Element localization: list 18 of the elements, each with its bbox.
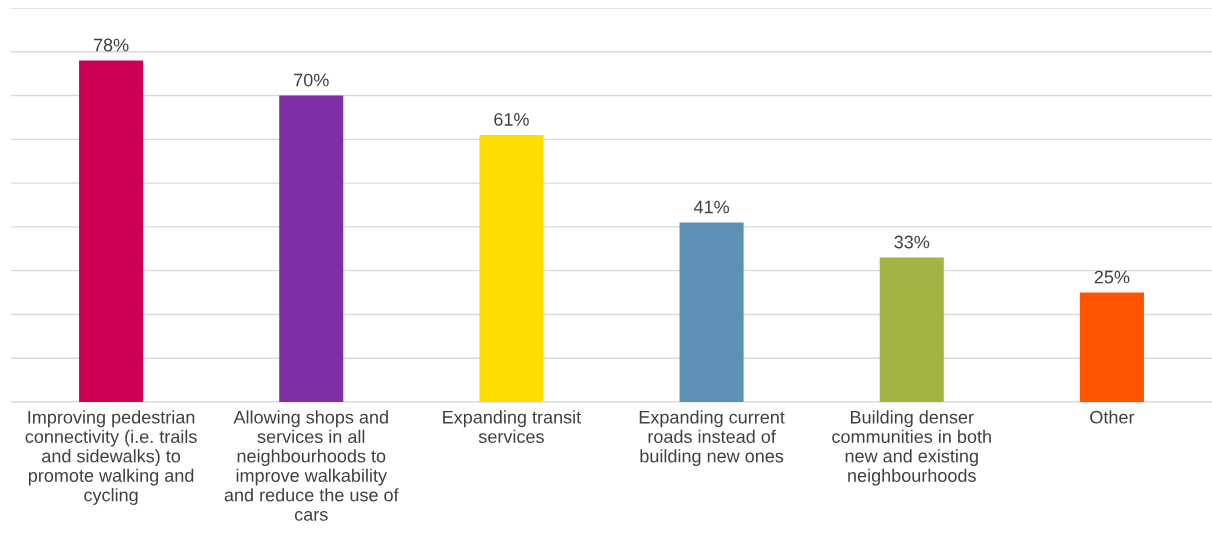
x-tick-label: Allowing shops and services in all neighbourhoods to improve walkability and reduce the use of cars [224, 410, 399, 521]
data-label: 41% [693, 200, 730, 214]
bar [1079, 292, 1144, 402]
bar [279, 95, 344, 402]
data-label: 70% [294, 73, 329, 87]
x-tick-label: Expanding transit services [443, 410, 582, 444]
x-tick-label: Other [1090, 410, 1135, 424]
data-label: 78% [93, 38, 129, 52]
x-tick-label: Building denser communities in both new and existing neighbourhoods [832, 410, 991, 486]
data-label: 25% [1094, 270, 1130, 284]
bar [79, 60, 144, 402]
x-tick-label: Improving pedestrian connectivity (i.e. trails and sidewalks) to promote walking and cycling [25, 410, 197, 505]
bar [879, 257, 944, 402]
data-label: 33% [894, 235, 930, 249]
bar [479, 134, 544, 402]
data-label: 61% [494, 113, 529, 126]
x-tick-label: Expanding current roads instead of building new ones [639, 410, 785, 467]
bar [679, 222, 744, 402]
